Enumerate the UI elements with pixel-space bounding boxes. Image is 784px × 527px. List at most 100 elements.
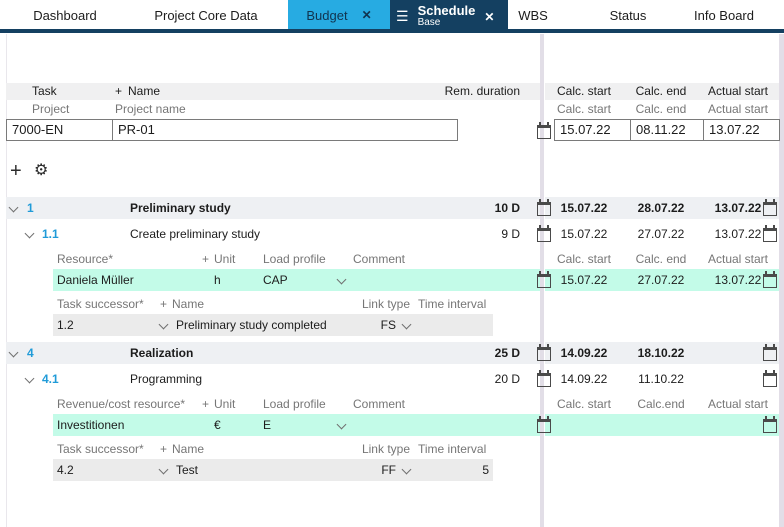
tab-underline: [0, 29, 784, 33]
row-band: [53, 414, 540, 436]
calendar-icon[interactable]: [763, 344, 777, 361]
calc-end-cell[interactable]: 28.07.22: [637, 201, 685, 215]
calendar-icon[interactable]: [763, 370, 777, 387]
link-type-cell[interactable]: FS: [380, 318, 396, 332]
resource-name-cell[interactable]: Daniela Müller: [57, 273, 134, 287]
calendar-icon[interactable]: [763, 271, 777, 288]
calc-end-cell[interactable]: 11.10.22: [638, 372, 684, 386]
close-icon[interactable]: ✕: [484, 9, 495, 24]
calc-start-field[interactable]: 15.07.22: [555, 120, 631, 140]
calendar-icon[interactable]: [537, 370, 551, 387]
row-band: [545, 269, 779, 291]
calc-start-cell[interactable]: 15.07.22: [560, 201, 608, 215]
close-icon[interactable]: ✕: [361, 8, 372, 22]
calendar-icon[interactable]: [763, 225, 777, 242]
project-name-field[interactable]: PR-01: [118, 122, 155, 137]
successor-name-cell[interactable]: Preliminary study completed: [176, 318, 327, 332]
col-header-rem-duration: Rem. duration: [444, 84, 520, 98]
col-header-link-type: Link type: [361, 297, 410, 311]
gear-icon[interactable]: ⚙: [34, 162, 49, 179]
add-row-button[interactable]: +: [10, 160, 22, 182]
time-interval-cell[interactable]: [430, 314, 489, 336]
calendar-icon[interactable]: [763, 199, 777, 216]
collapse-chevron-icon[interactable]: [24, 373, 35, 384]
menu-icon[interactable]: ☰: [396, 8, 409, 24]
calendar-icon[interactable]: [537, 416, 551, 433]
resource-row[interactable]: Daniela Müller h CAP 15.07.22 27.07.22 1…: [0, 269, 784, 291]
actual-start-cell[interactable]: 13.07.22: [714, 201, 762, 215]
actual-start-cell[interactable]: 13.07.22: [714, 273, 762, 287]
calc-start-cell[interactable]: 15.07.22: [560, 273, 608, 287]
task-name-cell[interactable]: Realization: [130, 346, 194, 360]
add-column-icon[interactable]: +: [160, 297, 168, 311]
tab-wbs[interactable]: WBS: [493, 0, 573, 30]
calc-end-cell[interactable]: [626, 414, 696, 436]
col-header-actual-start: Actual start: [707, 397, 769, 411]
col-header-calc-end: Calc. end: [635, 84, 687, 98]
tab-budget[interactable]: Budget ✕: [288, 0, 390, 30]
task-name-cell[interactable]: Create preliminary study: [130, 227, 261, 241]
grid-toolbar: + ⚙: [0, 158, 784, 184]
rem-duration-cell[interactable]: 10 D: [494, 201, 520, 215]
calc-end-cell[interactable]: 27.07.22: [637, 227, 685, 241]
add-column-icon[interactable]: +: [115, 84, 123, 98]
tab-status[interactable]: Status: [588, 0, 668, 30]
task-number[interactable]: 4: [27, 346, 34, 360]
calc-end-cell[interactable]: 27.07.22: [637, 273, 685, 287]
load-profile-cell[interactable]: CAP: [263, 273, 288, 287]
calc-end-cell[interactable]: 18.10.22: [637, 346, 685, 360]
successor-id-cell[interactable]: 1.2: [57, 318, 74, 332]
link-type-cell[interactable]: FF: [381, 463, 396, 477]
add-column-icon[interactable]: +: [202, 397, 210, 411]
calc-end-field[interactable]: 08.11.22: [631, 120, 704, 140]
calendar-icon[interactable]: [537, 199, 551, 216]
task-row[interactable]: 1.1 Create preliminary study 9 D 15.07.2…: [0, 223, 784, 245]
task-number[interactable]: 1.1: [42, 227, 59, 241]
resource-name-cell[interactable]: Investitionen: [57, 418, 125, 432]
rem-duration-cell[interactable]: 20 D: [494, 372, 520, 386]
tab-label: Info Board: [694, 7, 754, 23]
calendar-icon[interactable]: [537, 225, 551, 242]
task-row[interactable]: 4.1 Programming 20 D 14.09.22 11.10.22: [0, 368, 784, 390]
calc-start-cell[interactable]: 14.09.22: [560, 372, 608, 386]
row-band: [6, 197, 540, 219]
actual-start-field[interactable]: 13.07.22: [709, 122, 760, 137]
calc-start-cell[interactable]: 14.09.22: [560, 346, 608, 360]
resource-row[interactable]: Investitionen € E: [0, 414, 784, 436]
time-interval-cell[interactable]: 5: [482, 463, 489, 477]
scrollbar-track[interactable]: [779, 34, 784, 527]
task-number[interactable]: 4.1: [42, 372, 59, 386]
project-id-field[interactable]: 7000-EN: [7, 120, 113, 140]
add-column-icon[interactable]: +: [202, 252, 210, 266]
tab-info-board[interactable]: Info Board: [679, 0, 769, 30]
calendar-icon[interactable]: [537, 122, 551, 139]
task-summary-row[interactable]: 1 Preliminary study 10 D 15.07.22 28.07.…: [0, 197, 784, 219]
calendar-icon[interactable]: [537, 271, 551, 288]
tab-dashboard[interactable]: Dashboard: [15, 0, 115, 30]
successor-id-cell[interactable]: 4.2: [57, 463, 74, 477]
row-band: [53, 269, 540, 291]
tab-schedule[interactable]: ☰ Schedule Base ✕: [390, 0, 508, 33]
calendar-icon[interactable]: [537, 344, 551, 361]
unit-cell[interactable]: h: [214, 273, 221, 287]
successor-row[interactable]: 4.2 Test FF 5: [0, 459, 784, 481]
task-number[interactable]: 1: [27, 201, 34, 215]
actual-start-cell[interactable]: 13.07.22: [714, 227, 762, 241]
tab-project-core-data[interactable]: Project Core Data: [146, 0, 266, 30]
unit-cell[interactable]: €: [214, 418, 221, 432]
panel-divider: [540, 34, 544, 527]
col-header-resource: Revenue/cost resource*: [57, 397, 186, 411]
add-column-icon[interactable]: +: [160, 442, 168, 456]
calendar-icon[interactable]: [763, 416, 777, 433]
calc-start-cell[interactable]: [549, 414, 619, 436]
load-profile-cell[interactable]: E: [263, 418, 272, 432]
task-summary-row[interactable]: 4 Realization 25 D 14.09.22 18.10.22: [0, 342, 784, 364]
task-name-cell[interactable]: Preliminary study: [130, 201, 231, 215]
rem-duration-cell[interactable]: 25 D: [494, 346, 520, 360]
task-name-cell[interactable]: Programming: [130, 372, 203, 386]
collapse-chevron-icon[interactable]: [24, 228, 35, 239]
successor-row[interactable]: 1.2 Preliminary study completed FS: [0, 314, 784, 336]
rem-duration-cell[interactable]: 9 D: [501, 227, 520, 241]
successor-name-cell[interactable]: Test: [176, 463, 199, 477]
calc-start-cell[interactable]: 15.07.22: [560, 227, 608, 241]
